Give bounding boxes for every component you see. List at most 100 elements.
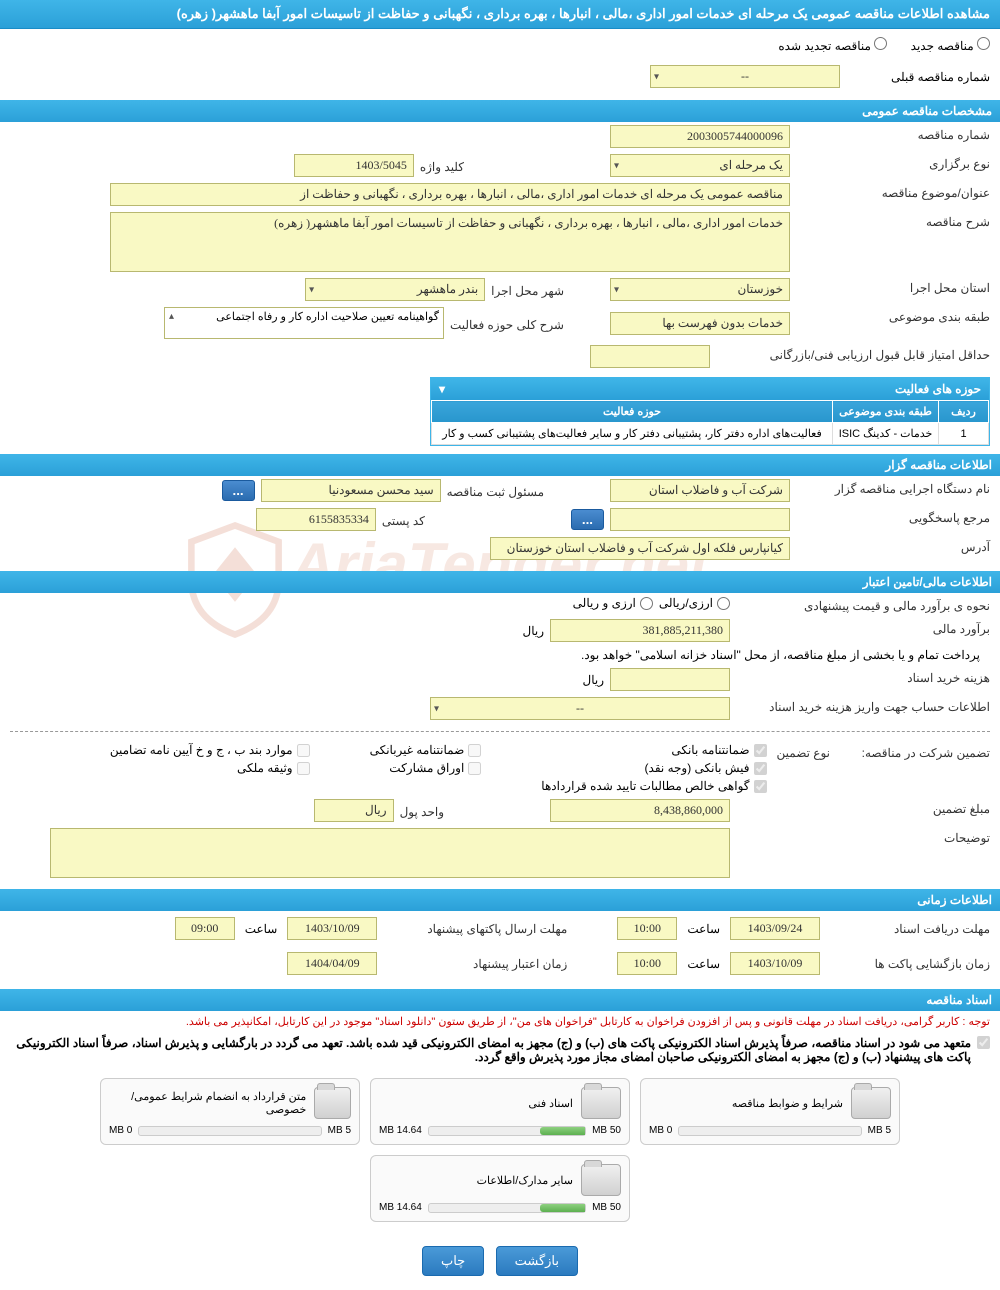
holding-type-label: نوع برگزاری xyxy=(790,154,990,171)
doc-used: 0 MB xyxy=(649,1125,672,1136)
radio-new-tender[interactable]: مناقصه جدید xyxy=(911,37,990,53)
activity-table: ردیف طبقه بندی موضوعی حوزه فعالیت 1 خدما… xyxy=(431,400,989,445)
tender-number-field xyxy=(610,125,790,148)
city-select[interactable] xyxy=(305,278,485,301)
back-button[interactable]: بازگشت xyxy=(496,1246,578,1276)
print-button[interactable]: چاپ xyxy=(422,1246,484,1276)
section-finance-header: اطلاعات مالی/تامین اعتبار xyxy=(0,571,1000,593)
scope-listbox[interactable]: گواهینامه تعیین صلاحیت اداره کار و رفاه … xyxy=(164,307,444,339)
guarantee-amount-field xyxy=(550,799,730,822)
doc-total: 50 MB xyxy=(592,1125,621,1136)
registrar-lookup-button[interactable]: ... xyxy=(222,480,255,501)
keyword-field xyxy=(294,154,414,177)
estimate-method-label: نحوه ی برآورد مالی و قیمت پیشنهادی xyxy=(730,596,990,613)
chk-regulation-items[interactable]: موارد بند ب ، ج و خ آیین نامه تضامین xyxy=(110,743,310,757)
usage-bar xyxy=(138,1126,321,1136)
city-label: شهر محل اجرا xyxy=(491,281,564,298)
doc-card[interactable]: سایر مدارک/اطلاعات50 MB14.64 MB xyxy=(370,1155,630,1222)
opening-time xyxy=(617,952,677,975)
doc-card[interactable]: اسناد فنی50 MB14.64 MB xyxy=(370,1078,630,1145)
tender-number-label: شماره مناقصه xyxy=(790,125,990,142)
doc-title: متن قرارداد به انضمام شرایط عمومی/خصوصی xyxy=(109,1090,306,1116)
doc-card[interactable]: متن قرارداد به انضمام شرایط عمومی/خصوصی 5… xyxy=(100,1078,360,1145)
chk-nonbank-guarantee[interactable]: ضمانتنامه غیربانکی xyxy=(370,743,482,757)
chk-property[interactable]: وثیقه ملکی xyxy=(110,761,310,775)
currency-unit-field xyxy=(314,799,394,822)
hour-label-3: ساعت xyxy=(687,957,720,971)
folder-icon xyxy=(314,1087,351,1119)
doc-title: شرایط و ضوابط مناقصه xyxy=(732,1097,843,1110)
tender-mode-radios: مناقصه جدید مناقصه تجدید شده xyxy=(0,29,1000,61)
activity-scope-title: حوزه های فعالیت xyxy=(895,382,981,396)
estimate-label: برآورد مالی xyxy=(730,619,990,636)
separator xyxy=(10,731,990,732)
opening-date xyxy=(730,952,820,975)
account-select[interactable] xyxy=(430,697,730,720)
subject-field xyxy=(110,183,790,206)
description-label: شرح مناقصه xyxy=(790,212,990,229)
folder-icon xyxy=(581,1164,621,1196)
doc-total: 5 MB xyxy=(328,1125,351,1136)
doc-total: 5 MB xyxy=(868,1125,891,1136)
radio-new-tender-label: مناقصه جدید xyxy=(911,39,974,53)
hour-label: ساعت xyxy=(687,922,720,936)
cell-scope: فعالیت‌های اداره دفتر کار، پشتیبانی دفتر… xyxy=(432,423,833,445)
rial-label-2: ریال xyxy=(582,673,604,687)
scope-label: شرح کلی حوزه فعالیت xyxy=(450,315,564,332)
cell-category: خدمات - کدینگ ISIC xyxy=(833,423,939,445)
rial-label: ریال xyxy=(522,624,544,638)
chk-bank-receipt[interactable]: فیش بانکی (وجه نقد) xyxy=(541,761,766,775)
section-docs-header: اسناد مناقصه xyxy=(0,989,1000,1011)
usage-bar xyxy=(428,1203,586,1213)
doc-card[interactable]: شرایط و ضوابط مناقصه 5 MB 0 MB xyxy=(640,1078,900,1145)
guarantee-amount-label: مبلغ تضمین xyxy=(730,799,990,816)
radio-currency-rial[interactable]: ارزی/ریالی xyxy=(659,596,730,610)
postal-field xyxy=(256,508,376,531)
hour-label-2: ساعت xyxy=(245,922,278,936)
registrar-label: مسئول ثبت مناقصه xyxy=(447,482,544,499)
doc-title: سایر مدارک/اطلاعات xyxy=(477,1174,573,1187)
responder-lookup-button[interactable]: ... xyxy=(571,509,604,530)
col-scope: حوزه فعالیت xyxy=(432,401,833,423)
subject-label: عنوان/موضوع مناقصه xyxy=(790,183,990,200)
consent-checkbox xyxy=(977,1036,990,1049)
address-label: آدرس xyxy=(790,537,990,554)
radio-new-tender-input[interactable] xyxy=(977,37,990,50)
province-label: استان محل اجرا xyxy=(790,278,990,295)
activity-scope-panel: حوزه های فعالیت ▾ ردیف طبقه بندی موضوعی ح… xyxy=(430,377,990,446)
prev-tender-number-select[interactable] xyxy=(650,65,840,88)
usage-bar xyxy=(678,1126,861,1136)
treasury-note: پرداخت تمام و یا بخشی از مبلغ مناقصه، از… xyxy=(581,648,990,662)
radio-renew-tender-input[interactable] xyxy=(874,37,887,50)
doc-total: 50 MB xyxy=(592,1202,621,1213)
purchase-cost-label: هزینه خرید اسناد xyxy=(730,668,990,685)
guarantee-notes-field xyxy=(50,828,730,878)
radio-renew-tender[interactable]: مناقصه تجدید شده xyxy=(778,37,887,53)
section-general-header: مشخصات مناقصه عمومی xyxy=(0,100,1000,122)
chk-bank-guarantee[interactable]: ضمانتنامه بانکی xyxy=(541,743,766,757)
org-label: نام دستگاه اجرایی مناقصه گزار xyxy=(790,479,990,496)
bid-send-deadline-label: مهلت ارسال پاکتهای پیشنهاد xyxy=(387,922,567,936)
province-select[interactable] xyxy=(610,278,790,301)
estimate-field xyxy=(550,619,730,642)
collapse-icon[interactable]: ▾ xyxy=(439,382,445,396)
doc-receive-time xyxy=(617,917,677,940)
bid-send-time xyxy=(175,917,235,940)
doc-used: 14.64 MB xyxy=(379,1125,422,1136)
bid-send-date xyxy=(287,917,377,940)
usage-bar xyxy=(428,1126,586,1136)
docs-consent-row: متعهد می شود در اسناد مناقصه، صرفاً پذیر… xyxy=(0,1032,1000,1068)
org-field xyxy=(610,479,790,502)
holding-type-select[interactable] xyxy=(610,154,790,177)
chk-bonds[interactable]: اوراق مشارکت xyxy=(370,761,482,775)
postal-label: کد پستی xyxy=(382,511,425,528)
category-field xyxy=(610,312,790,335)
chk-contract-cert[interactable]: گواهی خالص مطالبات تایید شده قراردادها xyxy=(541,779,766,793)
scope-value: گواهینامه تعیین صلاحیت اداره کار و رفاه … xyxy=(216,311,439,323)
address-field xyxy=(490,537,790,560)
folder-icon xyxy=(581,1087,621,1119)
col-row: ردیف xyxy=(939,401,989,423)
radio-currency-both[interactable]: ارزی و ریالی xyxy=(573,596,653,610)
keyword-label: کلید واژه xyxy=(420,157,464,174)
account-info-label: اطلاعات حساب جهت واریز هزینه خرید اسناد xyxy=(730,697,990,714)
